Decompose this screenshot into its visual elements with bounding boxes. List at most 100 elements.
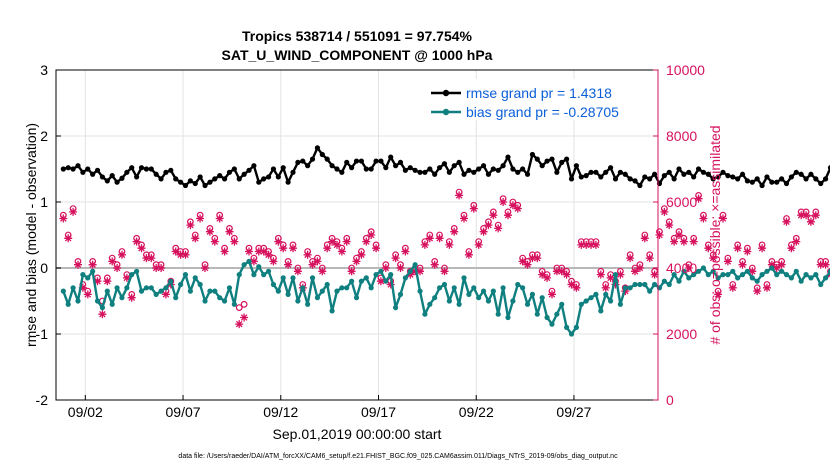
rmse-point [251,163,257,169]
obs-assimilated-marker [269,257,278,266]
obs-assimilated-marker [201,264,209,272]
obs-assimilated-marker [176,250,185,259]
bias-point [788,275,794,281]
bias-point [65,301,71,307]
bias-point [378,268,384,274]
bias-point [319,288,325,294]
obs-assimilated-marker [684,264,693,272]
rmse-point [637,182,643,189]
bias-point [265,268,272,274]
rmse-point [114,179,120,185]
rmse-point [827,165,830,171]
rmse-point [573,163,579,169]
bias-point [70,285,76,291]
bias-point [114,285,120,291]
rmse-point [207,179,213,185]
obs-assimilated-marker [254,247,263,256]
bias-point [510,298,516,304]
bias-point [241,262,247,268]
legend-bias-label: bias grand pr = -0.28705 [466,104,619,120]
rmse-point [441,161,448,167]
obs-assimilated-marker [469,204,478,213]
bias-point [466,291,472,297]
obs-assimilated-marker [733,244,742,253]
legend-box [426,79,650,120]
rmse-point [173,176,179,182]
bias-point [422,311,428,317]
rmse-point [764,174,770,180]
bias-point [754,278,760,284]
rmse-point [388,154,394,160]
obs-assimilated-marker [401,247,410,256]
obs-assimilated-marker [816,260,825,269]
rmse-point [280,165,286,171]
x-tick-label: 09/02 [68,404,103,420]
rmse-point [192,180,198,187]
bias-point [735,275,741,281]
chart-title: Tropics 538714 / 551091 = 97.754% [242,28,473,44]
rmse-point [769,179,775,185]
rmse-point [373,158,379,164]
rmse-point [182,182,189,189]
obs-assimilated-marker [528,254,537,263]
x-tick-label: 09/17 [361,404,396,420]
rmse-point [99,174,106,180]
obs-assimilated-marker [137,244,146,253]
obs-assimilated-marker [689,237,698,246]
obs-assimilated-marker [723,257,732,266]
rmse-point [109,173,115,179]
rmse-point [559,159,565,165]
obs-assimilated-marker [587,240,596,249]
bias-point [295,298,301,304]
obs-assimilated-marker [303,250,312,259]
obs-assimilated-marker [670,237,679,246]
y2-tick-label: 2000 [666,326,697,342]
rmse-point [671,176,677,182]
obs-assimilated-marker [489,211,498,220]
bias-point [417,288,423,294]
obs-assimilated-marker [328,237,337,246]
obs-assimilated-marker [83,290,92,299]
obs-assimilated-marker [474,240,483,249]
bias-point [290,275,296,281]
rmse-point [407,165,413,171]
rmse-point [754,176,760,182]
rmse-point [202,182,208,189]
bias-point [441,281,448,288]
obs-assimilated-marker [181,250,190,259]
rmse-point [231,166,237,172]
rmse-point [129,165,135,171]
bias-point [803,272,809,278]
rmse-point [427,166,433,172]
plot-area [56,70,658,400]
obs-assimilated-marker [264,250,273,259]
rmse-point [818,180,824,187]
bias-point [432,295,438,301]
obs-assimilated-marker [362,237,371,246]
bias-point [173,295,179,301]
rmse-point [471,169,477,175]
obs-assimilated-marker [728,283,737,292]
bias-point [793,268,799,274]
bias-point [720,272,726,278]
bias-point [676,278,682,284]
rmse-point [710,176,716,182]
obs-assimilated-marker [289,244,297,253]
obs-assimilated-marker [152,264,161,272]
rmse-point [779,176,785,182]
rmse-point [510,166,516,172]
obs-assimilated-marker [118,250,126,259]
rmse-point [344,159,350,165]
obs-assimilated-marker [381,264,390,272]
obs-assimilated-marker [543,273,552,282]
obs-assimilated-marker [763,283,771,292]
bias-point [608,298,614,304]
rmse-point [221,176,228,182]
y2-axis-label: # of obs: o=possible; ×=assimilated [707,125,723,344]
obs-assimilated-marker [64,234,73,243]
y2-tick-label: 6000 [666,194,697,210]
obs-assimilated-marker [709,254,718,263]
bias-point [818,281,824,288]
bias-point [446,298,452,304]
rmse-point [119,175,125,181]
